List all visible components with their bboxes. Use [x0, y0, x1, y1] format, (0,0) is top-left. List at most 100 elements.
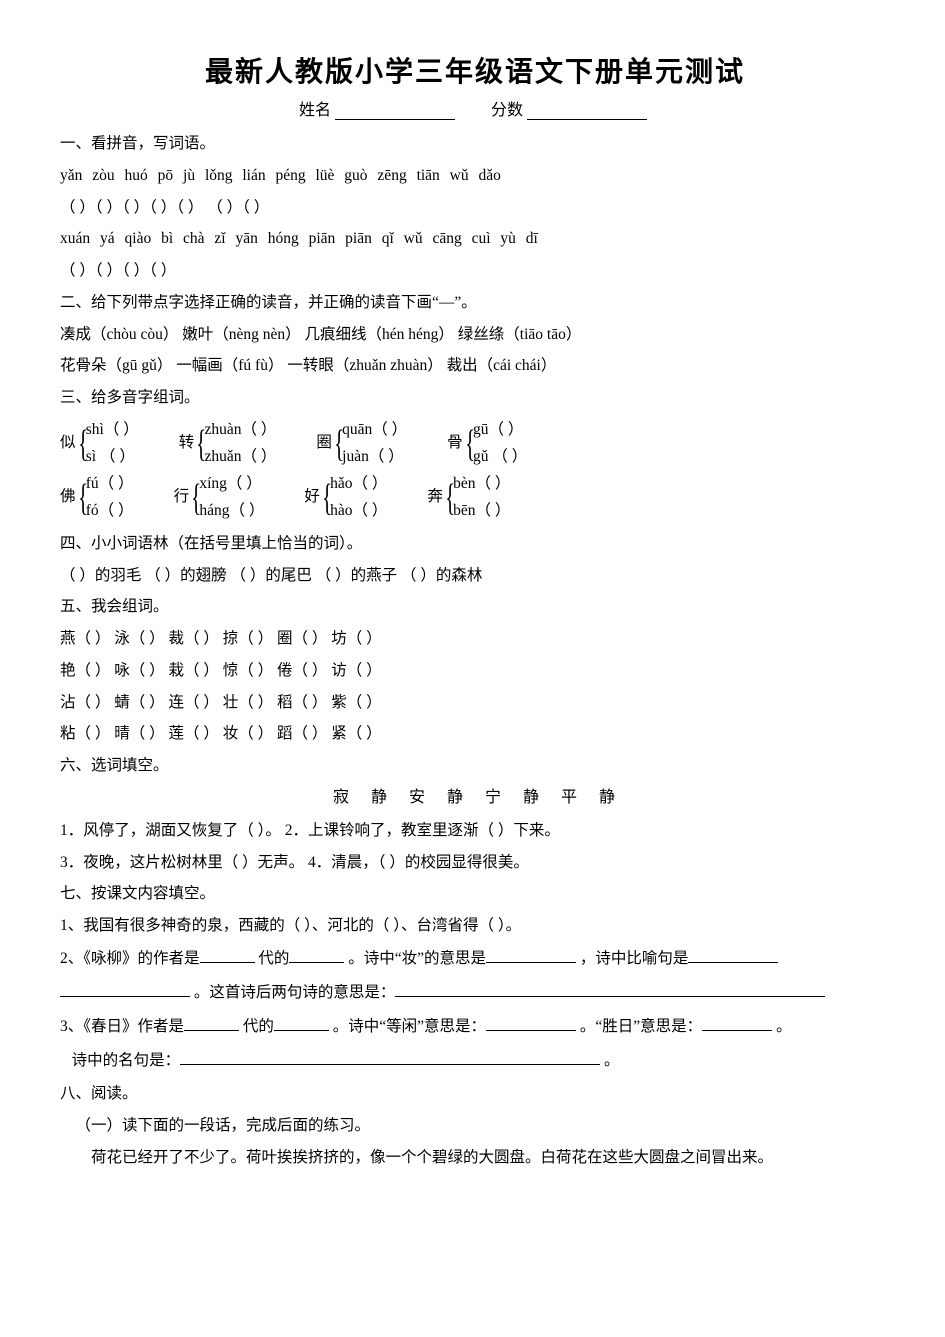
- fill-blank[interactable]: [688, 950, 778, 963]
- section-1-heading: 一、看拼音，写词语。: [60, 128, 890, 160]
- brace-icon: {: [334, 427, 344, 461]
- section-7-line-3[interactable]: 。这首诗后两句诗的意思是：: [60, 976, 890, 1010]
- polyphone-char: 行: [174, 487, 190, 508]
- section-1-blanks-1[interactable]: （ ）（ ）（ ）（ ）（ ） （ ）（ ）: [60, 192, 890, 224]
- polyphone-option[interactable]: háng（ ）: [199, 501, 264, 522]
- section-7-line-1[interactable]: 1、我国有很多神奇的泉，西藏的（ ）、河北的（ ）、台湾省得（ ）。: [60, 910, 890, 942]
- polyphone-option[interactable]: sì （ ）: [86, 447, 139, 468]
- brace-icon: {: [196, 427, 206, 461]
- section-4-heading: 四、小小词语林（在括号里填上恰当的词）。: [60, 528, 890, 560]
- fill-blank[interactable]: [184, 1018, 239, 1031]
- polyphone-group: 圈 { quān（ ） juàn（ ）: [316, 420, 407, 468]
- section-6-heading: 六、选词填空。: [60, 750, 890, 782]
- polyphone-option[interactable]: fú（ ）: [86, 474, 134, 495]
- polyphone-option[interactable]: zhuàn（ ）: [205, 420, 277, 441]
- polyphone-option[interactable]: juàn（ ）: [342, 447, 407, 468]
- section-7-heading: 七、按课文内容填空。: [60, 878, 890, 910]
- fill-blank[interactable]: [60, 984, 190, 997]
- fill-blank[interactable]: [200, 950, 255, 963]
- polyphone-char: 奔: [427, 487, 443, 508]
- section-7-line-5[interactable]: 诗中的名句是： 。: [60, 1044, 890, 1078]
- polyphone-group: 好 { hǎo（ ） hào（ ）: [304, 474, 387, 522]
- polyphone-group: 佛 { fú（ ） fó（ ）: [60, 474, 134, 522]
- section-5-line-4[interactable]: 粘（ ） 晴（ ） 莲（ ） 妆（ ） 蹈（ ） 紧（ ）: [60, 718, 890, 750]
- brace-icon: {: [78, 481, 88, 515]
- text: 2、《咏柳》的作者是: [60, 950, 200, 967]
- polyphone-group: 奔 { bèn（ ） bēn（ ）: [427, 474, 510, 522]
- section-8-passage: 荷花已经开了不少了。荷叶挨挨挤挤的，像一个个碧绿的大圆盘。白荷花在这些大圆盘之间…: [60, 1142, 890, 1174]
- polyphone-option[interactable]: hǎo（ ）: [330, 474, 387, 495]
- section-2-line-1[interactable]: 凑成（chòu còu） 嫩叶（nèng nèn） 几痕细线（hén héng）…: [60, 319, 890, 351]
- fill-blank[interactable]: [395, 984, 825, 997]
- polyphone-option[interactable]: bēn（ ）: [453, 501, 510, 522]
- text: 代的: [258, 950, 289, 967]
- text: 。诗中“等闲”意思是：: [333, 1018, 486, 1035]
- fill-blank[interactable]: [702, 1018, 772, 1031]
- section-6-line-1[interactable]: 1．风停了，湖面又恢复了（ ）。 2．上课铃响了，教室里逐渐（ ）下来。: [60, 815, 890, 847]
- section-4-line[interactable]: （ ）的羽毛 （ ）的翅膀 （ ）的尾巴 （ ）的燕子 （ ）的森林: [60, 560, 890, 592]
- polyphone-char: 好: [304, 487, 320, 508]
- polyphone-option[interactable]: hào（ ）: [330, 501, 387, 522]
- polyphone-option[interactable]: gū（ ）: [473, 420, 527, 441]
- brace-icon: {: [445, 481, 455, 515]
- score-blank[interactable]: [527, 105, 647, 120]
- text: 诗中的名句是：: [72, 1052, 181, 1069]
- brace-icon: {: [78, 427, 88, 461]
- section-5-line-2[interactable]: 艳（ ） 咏（ ） 栽（ ） 惊（ ） 倦（ ） 访（ ）: [60, 655, 890, 687]
- section-5-heading: 五、我会组词。: [60, 591, 890, 623]
- text: 3、《春日》作者是: [60, 1018, 184, 1035]
- section-3-heading: 三、给多音字组词。: [60, 382, 890, 414]
- brace-icon: {: [322, 481, 332, 515]
- polyphone-option[interactable]: quān（ ）: [342, 420, 407, 441]
- fill-blank[interactable]: [274, 1018, 329, 1031]
- section-5-line-3[interactable]: 沾（ ） 蜻（ ） 连（ ） 壮（ ） 稻（ ） 紫（ ）: [60, 687, 890, 719]
- polyphone-option[interactable]: fó（ ）: [86, 501, 134, 522]
- section-6-line-2[interactable]: 3．夜晚，这片松树林里（ ）无声。 4．清晨，（ ）的校园显得很美。: [60, 847, 890, 879]
- section-8-subheading: （一）读下面的一段话，完成后面的练习。: [60, 1110, 890, 1142]
- polyphone-group: 转 { zhuàn（ ） zhuǎn（ ）: [179, 420, 277, 468]
- polyphone-option[interactable]: zhuǎn（ ）: [205, 447, 277, 468]
- polyphone-group: 似 { shì（ ） sì （ ）: [60, 420, 139, 468]
- section-1-pinyin-1: yǎn zòu huó pō jù lǒng lián péng lüè guò…: [60, 160, 890, 192]
- brace-icon: {: [191, 481, 201, 515]
- section-7-line-2[interactable]: 2、《咏柳》的作者是 代的 。诗中“妆”的意思是 ，诗中比喻句是: [60, 942, 890, 976]
- text: 。这首诗后两句诗的意思是：: [194, 984, 396, 1001]
- polyphone-row-1: 似 { shì（ ） sì （ ） 转 { zhuàn（ ） zhuǎn（ ） …: [60, 420, 890, 468]
- polyphone-char: 转: [179, 433, 195, 454]
- page-title: 最新人教版小学三年级语文下册单元测试: [60, 50, 890, 90]
- brace-icon: {: [465, 427, 475, 461]
- fill-blank[interactable]: [289, 950, 344, 963]
- section-2-heading: 二、给下列带点字选择正确的读音，并正确的读音下画“—”。: [60, 287, 890, 319]
- section-8-heading: 八、阅读。: [60, 1078, 890, 1110]
- name-label: 姓名: [299, 102, 331, 119]
- polyphone-char: 佛: [60, 487, 76, 508]
- score-label: 分数: [491, 102, 523, 119]
- section-1-blanks-2[interactable]: （ ）（ ）（ ）（ ）: [60, 255, 890, 287]
- section-7-line-4[interactable]: 3、《春日》作者是 代的 。诗中“等闲”意思是： 。“胜日”意思是： 。: [60, 1010, 890, 1044]
- section-6-word-bank: 寂 静 安 静 宁 静 平 静: [60, 782, 890, 815]
- polyphone-group: 骨 { gū（ ） gǔ （ ）: [447, 420, 527, 468]
- text: 。: [604, 1052, 620, 1069]
- document-page: 最新人教版小学三年级语文下册单元测试 姓名 分数 一、看拼音，写词语。 yǎn …: [0, 0, 945, 1214]
- section-5-line-1[interactable]: 燕（ ） 泳（ ） 裁（ ） 掠（ ） 圈（ ） 坊（ ）: [60, 623, 890, 655]
- text: 。“胜日”意思是：: [580, 1018, 702, 1035]
- polyphone-row-2: 佛 { fú（ ） fó（ ） 行 { xíng（ ） háng（ ） 好 { …: [60, 474, 890, 522]
- fill-blank[interactable]: [486, 1018, 576, 1031]
- name-blank[interactable]: [335, 105, 455, 120]
- text: 。: [776, 1018, 792, 1035]
- polyphone-option[interactable]: shì（ ）: [86, 420, 139, 441]
- name-score-line: 姓名 分数: [60, 96, 890, 120]
- polyphone-char: 圈: [316, 433, 332, 454]
- polyphone-option[interactable]: gǔ （ ）: [473, 447, 527, 468]
- polyphone-char: 骨: [447, 433, 463, 454]
- polyphone-option[interactable]: xíng（ ）: [199, 474, 264, 495]
- polyphone-option[interactable]: bèn（ ）: [453, 474, 510, 495]
- fill-blank[interactable]: [180, 1052, 600, 1065]
- polyphone-group: 行 { xíng（ ） háng（ ）: [174, 474, 265, 522]
- polyphone-char: 似: [60, 433, 76, 454]
- text: 。诗中“妆”的意思是: [348, 950, 486, 967]
- section-1-pinyin-2: xuán yá qiào bì chà zǐ yān hóng piān piā…: [60, 223, 890, 255]
- text: ，诗中比喻句是: [580, 950, 689, 967]
- fill-blank[interactable]: [486, 950, 576, 963]
- section-2-line-2[interactable]: 花骨朵（gū gǔ） 一幅画（fú fù） 一转眼（zhuǎn zhuàn） 裁…: [60, 350, 890, 382]
